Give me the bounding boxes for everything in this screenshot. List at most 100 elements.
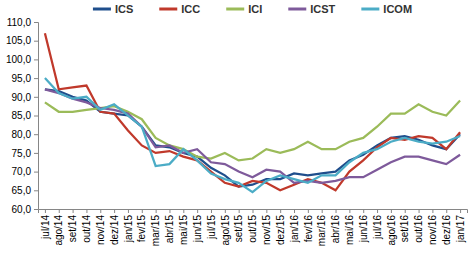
x-tick: dez/15 [275,209,286,245]
y-tick-label: 80,0 [12,129,32,140]
plot-area: 60,065,070,075,080,085,090,095,0100,0105… [6,17,468,246]
x-tick: nov/14 [95,209,106,245]
x-tick: ago/14 [53,209,64,246]
x-tick-mark [336,209,337,213]
x-tick-mark [156,209,157,213]
legend-swatch [288,8,306,11]
x-tick: out/16 [413,209,424,243]
legend-label: ICC [181,3,200,15]
x-tick-label: jan/17 [455,215,466,244]
x-tick-label: abr/15 [164,215,175,244]
x-tick-mark [308,209,309,213]
y-tick: 65,0 [12,185,38,196]
x-tick-label: nov/14 [95,215,106,245]
x-tick-label: mar/16 [316,215,327,247]
x-tick: jan/16 [289,209,300,243]
x-tick: mai/16 [344,209,355,245]
series-line [45,33,460,190]
x-tick-label: nov/16 [427,215,438,245]
series-line [45,89,460,183]
x-tick-label: fev/16 [303,215,314,243]
x-tick: jul/15 [206,209,217,240]
x-tick-mark [239,209,240,213]
x-tick-mark [169,209,170,213]
x-tick: out/14 [81,209,92,243]
x-tick-label: jul/15 [206,215,217,240]
x-tick-mark [266,209,267,213]
x-tick-label: ago/15 [220,215,231,246]
x-tick-mark [446,209,447,213]
y-tick: 110,0 [7,17,38,28]
series-line [45,78,460,192]
x-tick-label: dez/15 [275,215,286,245]
x-tick-mark [460,209,461,213]
x-tick-label: ago/14 [53,215,64,246]
x-tick-mark [73,209,74,213]
legend-item: ICI [226,3,262,15]
y-tick-label: 90,0 [12,92,32,103]
x-tick: set/16 [399,209,410,242]
legend-label: ICI [248,3,262,15]
x-tick: fev/15 [136,209,147,242]
x-tick: mar/16 [316,209,327,246]
x-tick-mark [100,209,101,213]
x-axis: jul/14ago/14set/14out/14nov/14dez/14jan/… [39,209,468,246]
x-tick-mark [45,209,46,213]
y-tick: 85,0 [12,110,38,121]
x-tick-label: mai/16 [344,215,355,245]
x-tick-mark [142,209,143,213]
x-tick: ago/15 [220,209,231,246]
x-tick-mark [225,209,226,213]
x-tick-mark [86,209,87,213]
x-axis-line [39,210,468,214]
x-tick-label: jan/15 [123,215,134,244]
y-tick-mark [34,41,38,42]
x-tick-mark [377,209,378,213]
x-tick-mark [391,209,392,213]
x-tick-mark [128,209,129,213]
y-tick-mark [34,116,38,117]
x-tick: mar/15 [150,209,161,246]
x-tick-mark [363,209,364,213]
x-tick-mark [114,209,115,213]
y-tick-mark [34,134,38,135]
x-tick: abr/16 [330,209,341,243]
y-tick-label: 65,0 [12,185,32,196]
legend-swatch [226,8,244,11]
x-tick-mark [59,209,60,213]
x-tick-label: ago/16 [386,215,397,246]
x-tick-mark [197,209,198,213]
x-tick-mark [419,209,420,213]
y-tick: 80,0 [12,129,38,140]
x-tick: ago/16 [386,209,397,246]
y-tick-mark [34,190,38,191]
x-tick-label: out/16 [413,215,424,243]
x-tick: set/15 [233,209,244,242]
x-tick-mark [432,209,433,213]
x-tick: fev/16 [303,209,314,242]
x-tick: nov/15 [261,209,272,245]
y-tick-label: 110,0 [7,17,32,28]
x-tick: jul/14 [40,209,51,240]
legend-item: ICOM [361,3,412,15]
x-tick: dez/16 [441,209,452,245]
y-tick: 105,0 [6,35,38,46]
x-tick-label: abr/16 [330,215,341,244]
x-tick-label: nov/15 [261,215,272,245]
x-tick-label: fev/15 [136,215,147,243]
y-tick-mark [34,97,38,98]
x-tick-mark [280,209,281,213]
legend-label: ICOM [383,3,412,15]
x-tick: out/15 [247,209,258,243]
x-tick: jun/15 [192,209,203,243]
x-tick: dez/14 [109,209,120,245]
y-tick: 95,0 [12,73,38,84]
y-tick-label: 100,0 [6,54,31,65]
x-tick-label: jun/15 [192,215,203,244]
x-tick-label: mar/15 [150,215,161,247]
x-tick: nov/16 [427,209,438,245]
x-tick-label: dez/14 [109,215,120,245]
x-tick: set/14 [67,209,78,242]
y-tick-label: 70,0 [12,166,32,177]
x-tick-label: jul/16 [372,215,383,240]
